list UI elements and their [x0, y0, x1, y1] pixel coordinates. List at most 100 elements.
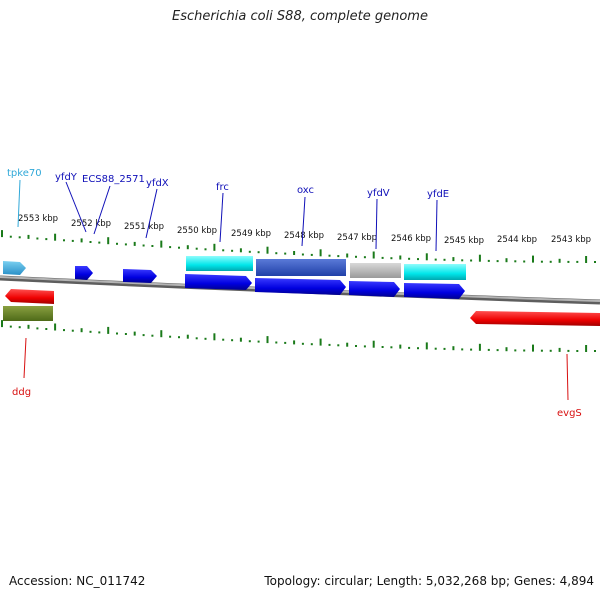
tick-mark	[160, 330, 163, 338]
gene-yfdY[interactable]	[75, 266, 93, 280]
tick-mark	[98, 241, 101, 244]
tick-label: 2545 kbp	[444, 236, 484, 246]
tick-mark	[470, 259, 473, 262]
tick-mark	[567, 349, 570, 352]
tick-mark	[434, 258, 437, 261]
feature-track-reverse	[3, 289, 600, 326]
gene-yfdV-feature[interactable]	[350, 263, 401, 278]
tick-mark	[142, 244, 145, 247]
tick-mark	[151, 245, 154, 247]
tick-mark	[204, 337, 207, 340]
tick-mark	[478, 343, 481, 351]
tick-mark	[36, 237, 39, 240]
tick-mark	[151, 334, 154, 337]
tick-mark	[248, 340, 251, 343]
tick-mark	[266, 246, 269, 254]
tick-mark	[558, 258, 561, 263]
gene-ddg[interactable]	[3, 306, 53, 321]
tick-mark	[195, 247, 198, 250]
tick-mark	[585, 256, 588, 263]
gene-yfdE[interactable]	[404, 283, 465, 299]
tick-mark	[1, 320, 3, 328]
tick-mark	[248, 250, 251, 253]
tick-mark	[585, 345, 588, 352]
gene-label-oxc[interactable]: oxc	[297, 185, 314, 196]
tick-mark	[222, 249, 225, 252]
tick-mark	[487, 348, 490, 351]
tick-mark	[532, 255, 534, 263]
tick-mark	[328, 254, 331, 257]
tick-mark	[319, 338, 322, 346]
tick-mark	[505, 258, 508, 263]
tick-mark	[1, 230, 3, 238]
gene-label-yfdY[interactable]: yfdY	[55, 172, 78, 183]
tick-mark	[222, 338, 225, 341]
label-leaders	[17, 179, 569, 401]
map-title: Escherichia coli S88, complete genome	[172, 9, 428, 24]
tick-mark	[310, 343, 313, 346]
gene-yfdV[interactable]	[349, 281, 400, 297]
tick-mark	[576, 350, 579, 352]
tick-mark	[372, 340, 375, 348]
tick-mark	[71, 239, 74, 242]
tick-mark	[470, 348, 473, 351]
gene-label-tpke70[interactable]: tpke70	[7, 168, 42, 179]
gene-tpke70[interactable]	[3, 261, 26, 275]
gene-label-yfdE[interactable]: yfdE	[427, 189, 449, 200]
gene-oxc[interactable]	[255, 278, 346, 295]
gene-label-ecs88-2571[interactable]: ECS88_2571	[82, 174, 145, 185]
tick-mark	[169, 246, 172, 249]
tick-mark	[505, 347, 508, 352]
tick-mark	[80, 328, 83, 333]
gene-yfdE-feature[interactable]	[404, 264, 466, 280]
tick-mark	[293, 340, 296, 345]
tick-mark	[381, 256, 384, 259]
tick-mark	[372, 251, 375, 259]
tick-mark	[186, 334, 189, 339]
tick-mark	[266, 336, 269, 344]
tick-mark	[576, 260, 579, 263]
gene-label-evgS[interactable]: evgS	[557, 408, 582, 419]
tick-mark	[124, 333, 127, 335]
tick-mark	[133, 331, 136, 336]
tick-mark	[496, 260, 499, 263]
gene-label-ddg[interactable]: ddg	[12, 387, 31, 398]
tick-label: 2543 kbp	[551, 235, 591, 245]
tick-mark	[27, 324, 30, 329]
tick-mark	[257, 340, 260, 343]
tick-label: 2548 kbp	[284, 231, 324, 241]
tick-mark	[567, 260, 570, 263]
gene-label-yfdV[interactable]: yfdV	[367, 188, 390, 199]
tick-label: 2553 kbp	[18, 214, 58, 224]
tick-mark	[71, 329, 74, 332]
gene-label-frc[interactable]: frc	[216, 182, 229, 193]
gene-label-yfdX[interactable]: yfdX	[146, 178, 169, 189]
tick-mark	[293, 251, 296, 255]
tick-mark	[80, 238, 83, 243]
gene-frc[interactable]	[185, 274, 252, 290]
gene-oxc-feature[interactable]	[256, 259, 346, 276]
tick-mark	[186, 245, 189, 250]
tick-mark	[540, 260, 543, 263]
tick-mark	[284, 252, 287, 255]
tick-mark	[381, 346, 384, 348]
tick-mark	[45, 238, 48, 241]
tick-mark	[478, 254, 481, 262]
tick-mark	[417, 258, 419, 261]
tick-mark	[98, 331, 101, 334]
gene-frc-feature[interactable]	[186, 256, 253, 271]
tick-mark	[514, 260, 517, 263]
tick-mark	[54, 233, 57, 241]
gene-ecs88-2571[interactable]	[123, 269, 157, 283]
tick-mark	[27, 234, 30, 239]
tick-mark	[549, 260, 552, 263]
gene-ddg-upper[interactable]	[5, 289, 54, 304]
tick-mark	[523, 260, 526, 263]
gene-evgS[interactable]	[470, 311, 600, 326]
tick-mark	[328, 343, 331, 346]
tick-mark	[204, 248, 207, 251]
tick-mark	[390, 346, 393, 349]
tick-mark	[9, 325, 12, 328]
tick-mark	[89, 330, 92, 333]
